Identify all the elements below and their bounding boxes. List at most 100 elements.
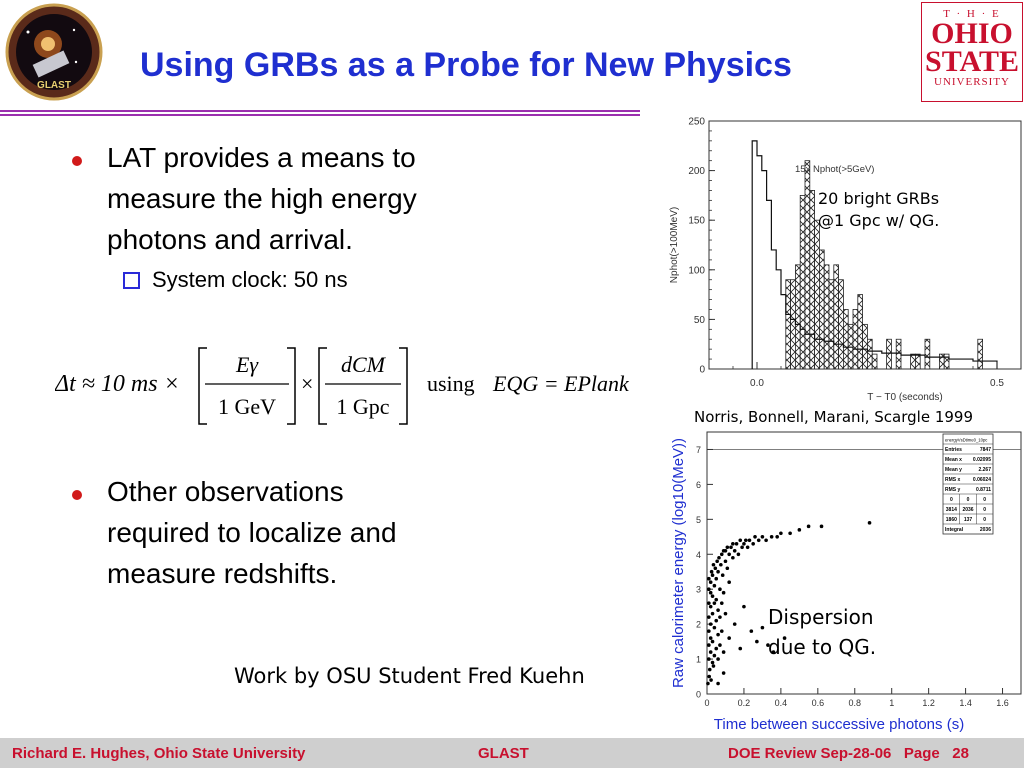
osu-logo-ohio: OHIO (931, 17, 1013, 50)
scatter-point (760, 625, 765, 630)
formula-frac1-num: Eγ (235, 352, 259, 377)
histogram-bar-hatched (833, 264, 840, 370)
scatter-point (742, 541, 746, 546)
scatter-point (718, 587, 722, 591)
histogram-ytick-label: 50 (694, 315, 706, 326)
scatter-point (707, 629, 711, 633)
osu-logo: T · H · E OHIO STATE UNIVERSITY (921, 2, 1023, 102)
scatter-xtick-label: 0.8 (849, 698, 862, 708)
scatter-point (716, 569, 720, 574)
scatter-point (713, 566, 718, 571)
scatter-annotation: Dispersion due to QG. (768, 602, 876, 662)
histogram-annotation: 20 bright GRBs @1 Gpc w/ QG. (818, 188, 939, 232)
scatter-point (714, 597, 719, 602)
scatter-point (711, 664, 716, 668)
scatter-point (775, 535, 779, 539)
formula-using: using (427, 371, 475, 396)
histogram-bar-hatched (910, 353, 916, 370)
histogram-bar-hatched (977, 338, 983, 370)
scatter-point (721, 650, 726, 654)
scatter-point (723, 611, 728, 616)
bullet-text: LAT provides a means to measure the high… (107, 137, 507, 260)
scatter-point (819, 524, 824, 529)
histogram-bar-hatched (943, 353, 950, 370)
histogram-bar-hatched (866, 338, 873, 370)
stats-box-value: 2.267 (978, 467, 991, 473)
scatter-point (718, 615, 722, 619)
scatter-point (766, 643, 770, 647)
scatter-xtick-label: 0.4 (775, 698, 788, 708)
histogram-bar-hatched (790, 279, 796, 370)
scatter-point (727, 580, 731, 585)
histogram-bar-hatched (871, 353, 878, 370)
histogram-annotation-line: 20 bright GRBs (818, 189, 940, 208)
scatter-annotation-line: Dispersion (768, 605, 874, 629)
scatter-point (727, 552, 731, 557)
stats-box-cell: 0 (983, 507, 986, 513)
scatter-point (710, 611, 715, 616)
scatter-point (708, 590, 713, 595)
stats-box-value: 0.02095 (973, 457, 991, 463)
glast-logo-text: GLAST (37, 80, 71, 91)
scatter-ytick-label: 6 (696, 480, 701, 490)
scatter-point (712, 583, 717, 588)
scatter-point (743, 538, 748, 543)
scatter-point (729, 545, 733, 550)
stats-box-value: 0.8711 (976, 487, 991, 493)
stats-box-label: Mean y (945, 467, 962, 473)
scatter-point (710, 594, 715, 598)
formula-times: × (301, 371, 313, 396)
scatter-point (711, 562, 716, 567)
scatter-point (747, 538, 752, 543)
stats-box-value: 2036 (980, 527, 991, 533)
stats-box-cell: 3814 (946, 507, 957, 513)
scatter-point (756, 538, 761, 543)
formula-frac2-num: dCM (341, 352, 387, 377)
histogram-bar-hatched (852, 309, 859, 370)
scatter-point (721, 671, 726, 675)
scatter-point (708, 604, 713, 609)
scatter-point (732, 622, 737, 626)
formula-lhs: Δt ≈ 10 ms × (55, 371, 180, 397)
title-rule-bottom (0, 114, 640, 116)
bullet-dot (72, 490, 82, 500)
scatter-ytick-label: 7 (696, 445, 701, 455)
histogram-bar-hatched (842, 309, 849, 370)
scatter-point (707, 601, 711, 605)
histogram-bar-hatched (895, 338, 902, 370)
bullet-dot (72, 156, 82, 166)
scatter-point (712, 601, 717, 605)
scatter-xtick-label: 1.6 (996, 698, 1009, 708)
histogram-bar-hatched (886, 338, 892, 370)
stats-box-cell: 1860 (946, 517, 957, 523)
stats-box-value: 0.06024 (973, 477, 991, 483)
scatter-point (714, 618, 719, 623)
scatter-xtick-label: 1.2 (922, 698, 935, 708)
scatter-point (717, 555, 721, 560)
scatter-ytick-label: 0 (696, 690, 701, 700)
formula-frac2-den: 1 Gpc (336, 394, 389, 419)
scatter-ytick-label: 2 (696, 620, 701, 630)
histogram-bar-hatched (823, 264, 830, 370)
scatter-point (806, 524, 811, 529)
stats-box-cell: 0 (950, 497, 953, 503)
stats-box-value: 7847 (980, 447, 991, 453)
scatter-point (707, 667, 712, 672)
scatter-point (753, 535, 757, 539)
stats-box-cell: 2036 (962, 507, 973, 513)
bullet-line: required to localize and (107, 517, 397, 548)
histogram-ytick-label: 250 (688, 117, 705, 128)
histogram-xtick-label: 0.0 (750, 378, 764, 389)
footer-bar (0, 738, 1024, 768)
bullet-line: Other observations (107, 476, 344, 507)
histogram-bar-hatched (914, 353, 921, 370)
scatter-point (712, 653, 717, 658)
stats-box-label: Mean x (945, 457, 962, 463)
stats-box: energyVsDtime0_10pc Entries 7847 Mean x 0.02… (942, 433, 994, 535)
scatter-point (714, 646, 719, 651)
scatter-point (732, 548, 737, 553)
histogram-ylabel: Nphot(>100MeV) (669, 207, 680, 283)
scatter-point (749, 629, 754, 633)
bullet-line: photons and arrival. (107, 224, 353, 255)
bullet-line: measure redshifts. (107, 558, 338, 589)
